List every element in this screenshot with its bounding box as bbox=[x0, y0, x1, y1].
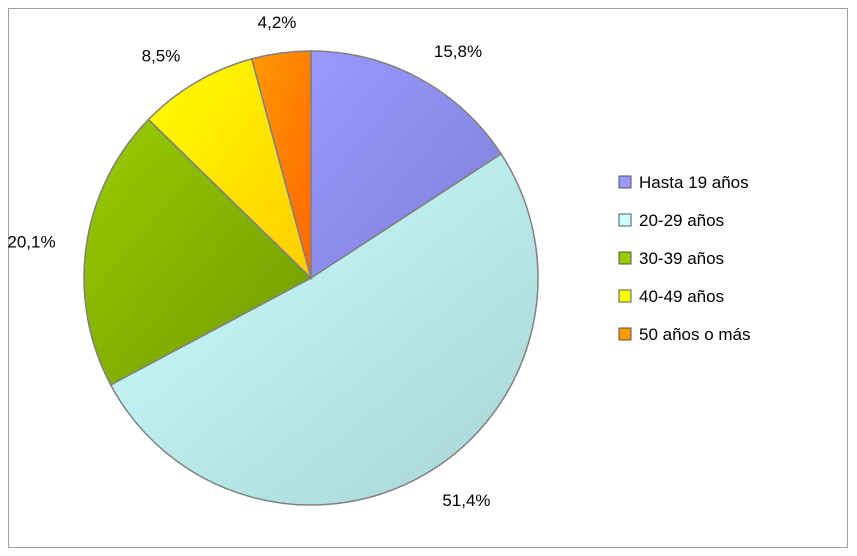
pie-slice-3 bbox=[83, 118, 313, 386]
pie-slice-5 bbox=[250, 50, 312, 279]
legend: Hasta 19 años 20-29 años 30-39 años 40-49 a… bbox=[618, 173, 751, 344]
legend-label-2: 20-29 años bbox=[639, 211, 724, 230]
legend-swatch-1 bbox=[618, 175, 632, 189]
data-label-3: 20,1% bbox=[7, 233, 55, 252]
legend-swatch-2 bbox=[618, 213, 632, 227]
data-label-5: 4,2% bbox=[258, 13, 297, 32]
pie-slice-1 bbox=[310, 50, 503, 280]
legend-swatch-4 bbox=[618, 289, 632, 303]
legend-swatch-5 bbox=[618, 327, 632, 341]
data-label-2: 51,4% bbox=[442, 491, 490, 510]
legend-swatch-3 bbox=[618, 251, 632, 265]
pie-slice-2 bbox=[109, 152, 539, 506]
data-label-1: 15,8% bbox=[434, 42, 482, 61]
pie-slice-4 bbox=[147, 57, 313, 281]
legend-label-4: 40-49 años bbox=[639, 287, 724, 306]
legend-label-3: 30-39 años bbox=[639, 249, 724, 268]
data-label-4: 8,5% bbox=[142, 47, 181, 66]
legend-label-1: Hasta 19 años bbox=[639, 173, 749, 192]
legend-label-5: 50 años o más bbox=[639, 325, 751, 344]
